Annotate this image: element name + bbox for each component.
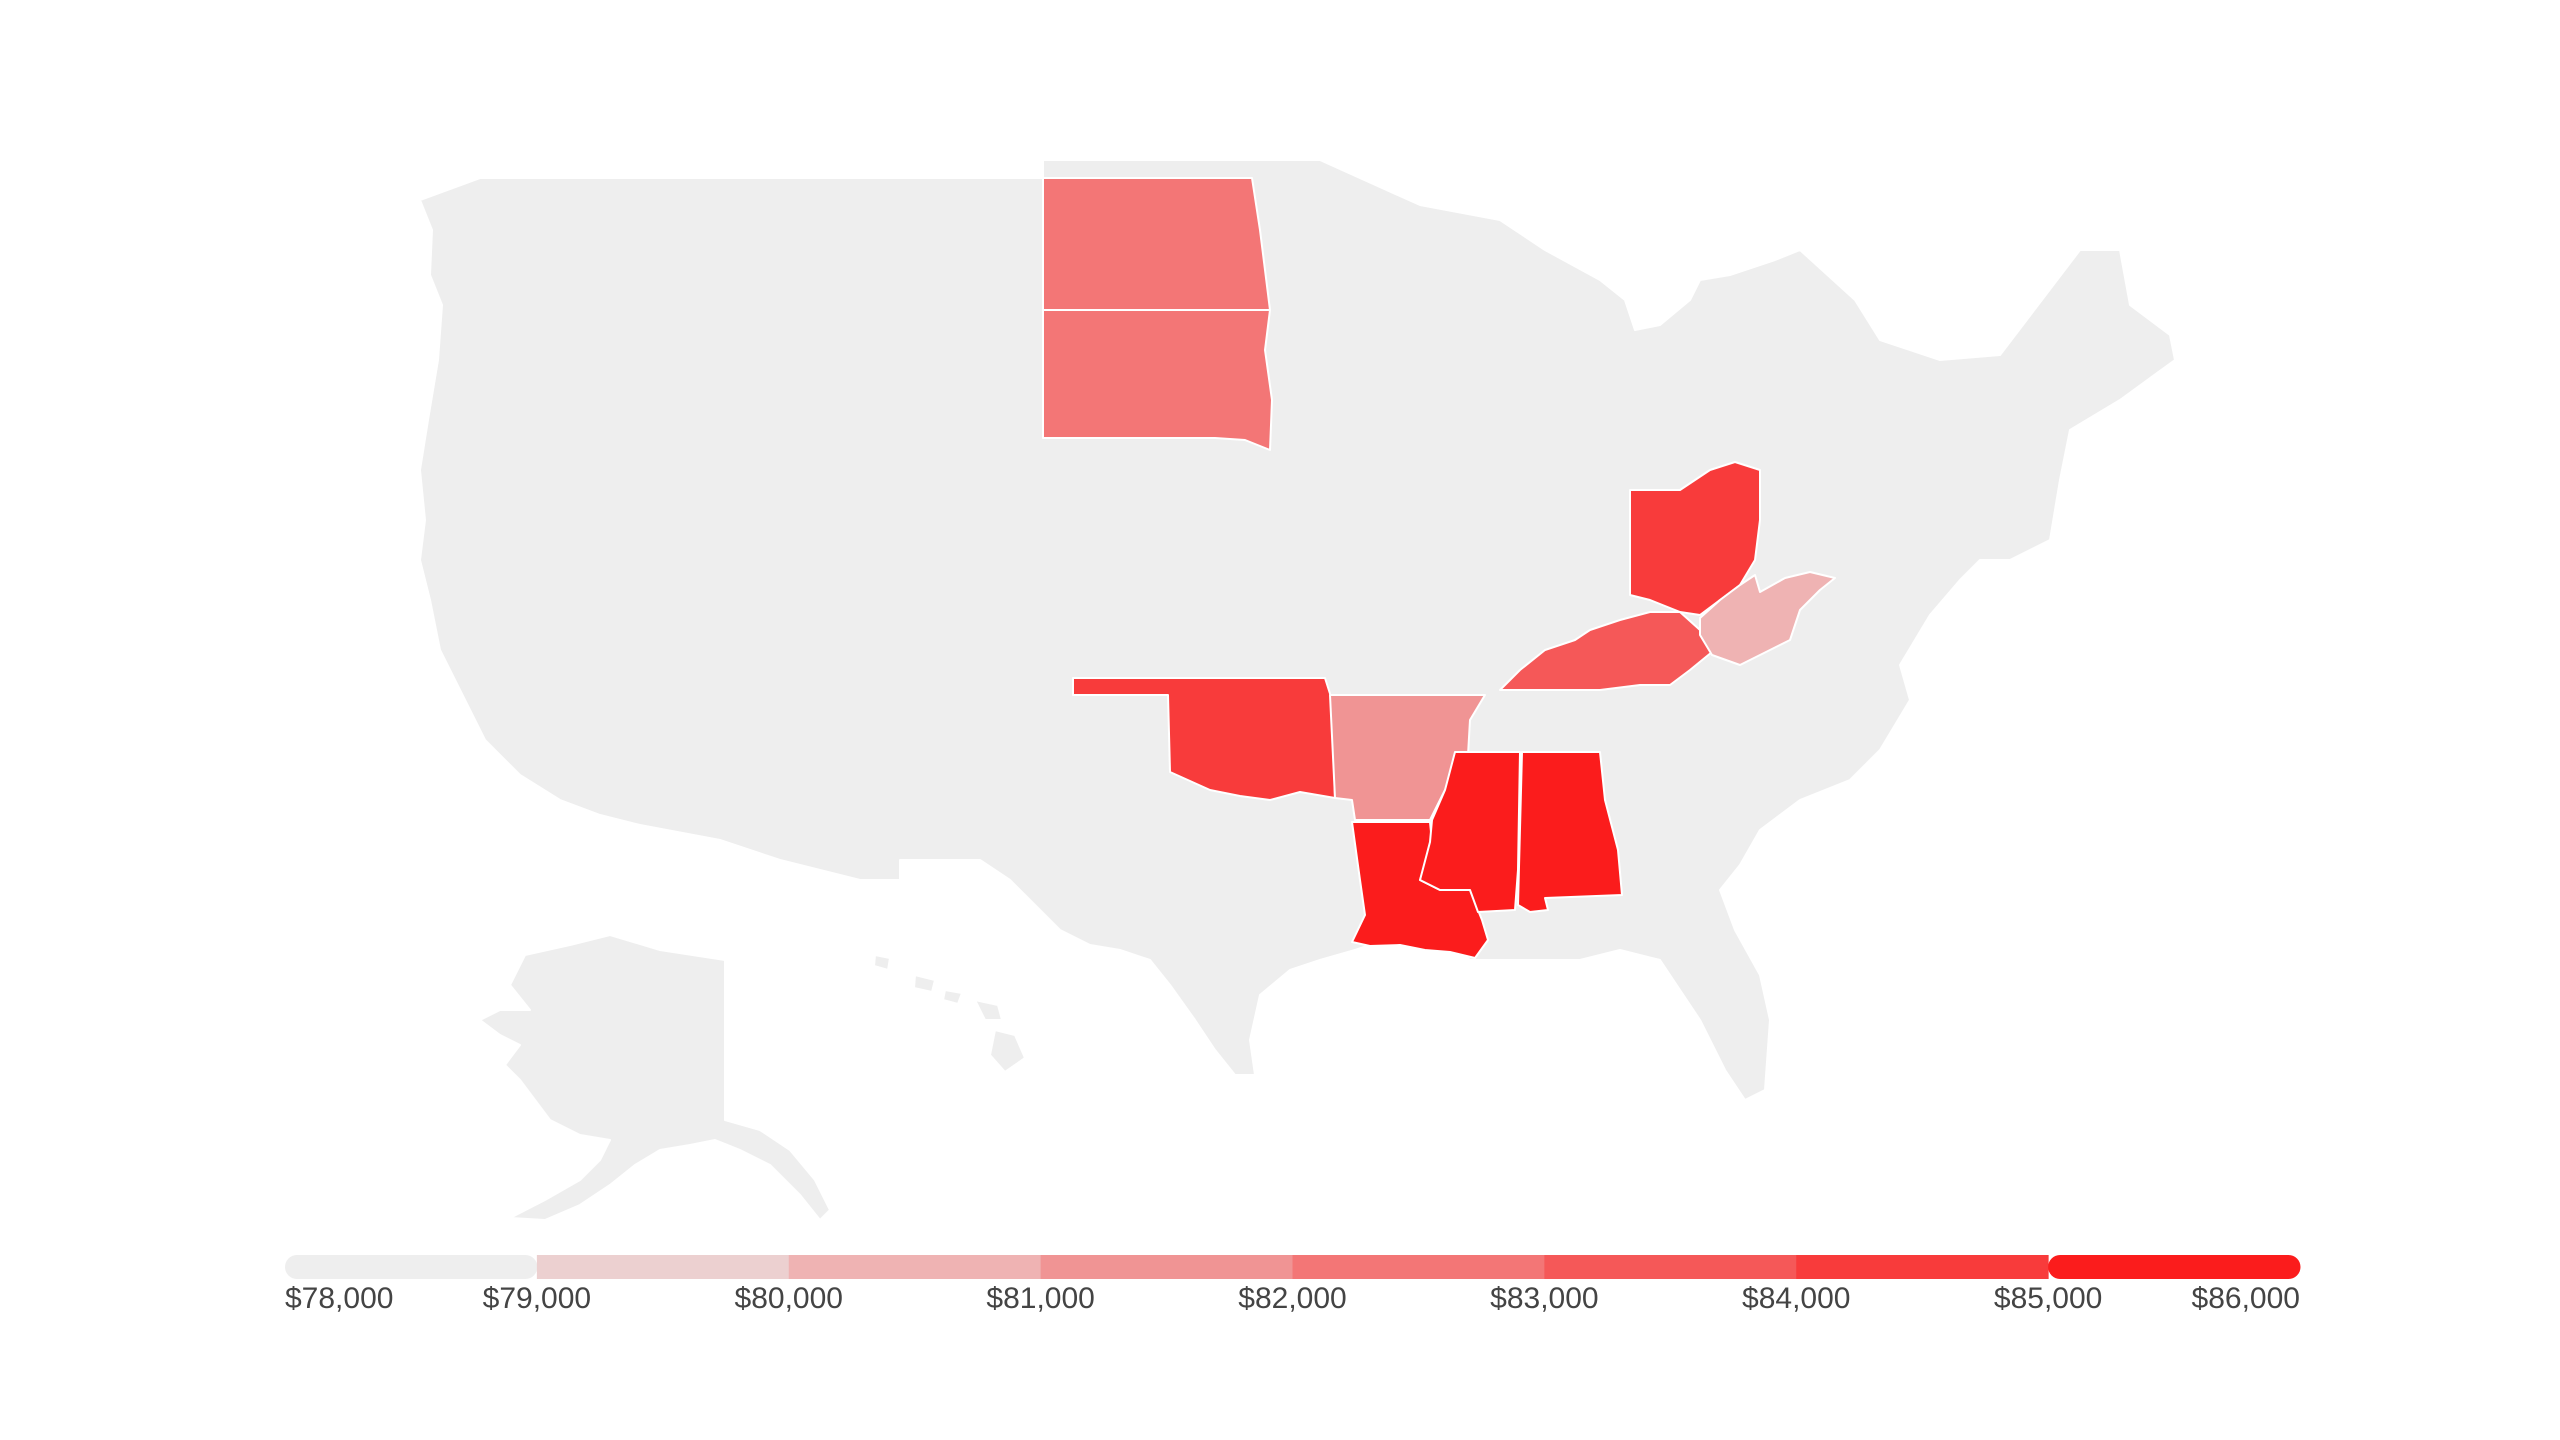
states-layer (419, 159, 2176, 1221)
legend-label: $81,000 (986, 1282, 1095, 1315)
legend-label: $86,000 (2191, 1282, 2300, 1315)
contiguous-us-landmass (419, 159, 2176, 1101)
legend-label: $82,000 (1238, 1282, 1347, 1315)
legend-segment (285, 1255, 538, 1279)
legend-label: $83,000 (1490, 1282, 1599, 1315)
state-ohio (1629, 461, 1761, 616)
legend-segment (536, 1255, 790, 1279)
legend-label: $80,000 (734, 1282, 843, 1315)
legend-label: $84,000 (1742, 1282, 1851, 1315)
hawaii-island-1 (873, 954, 891, 971)
state-west-virginia (1699, 571, 1836, 666)
legend-label: $78,000 (285, 1282, 394, 1315)
hawaii-island-4 (974, 999, 1003, 1021)
alaska-landmass (479, 934, 831, 1221)
legend-segment (2048, 1255, 2301, 1279)
state-alabama (1517, 751, 1623, 913)
legend-color-scale (285, 1255, 2301, 1279)
highlight-layer (1042, 177, 1836, 959)
legend-segment (788, 1255, 1042, 1279)
legend-segment (1292, 1255, 1545, 1279)
hawaii-island-5 (989, 1029, 1026, 1073)
state-kentucky (1499, 611, 1713, 691)
legend-label: $79,000 (482, 1282, 592, 1315)
legend-segment (1544, 1255, 1797, 1279)
hawaii-island-2 (913, 974, 936, 993)
state-south-dakota (1042, 309, 1273, 451)
hawaii-island-3 (942, 989, 963, 1005)
state-mississippi (1419, 751, 1521, 913)
state-north-dakota (1042, 177, 1271, 311)
legend-label: $85,000 (1993, 1282, 2103, 1315)
legend-segment (1796, 1255, 2049, 1279)
legend-segment (1040, 1255, 1293, 1279)
